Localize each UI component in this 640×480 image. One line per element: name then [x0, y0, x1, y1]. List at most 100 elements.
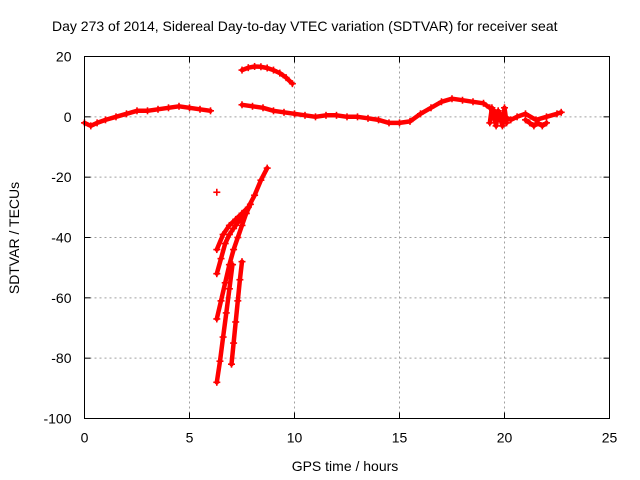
data-point: [543, 119, 550, 127]
series-arc-upper: [238, 62, 296, 88]
data-point: [312, 113, 319, 121]
data-point: [238, 221, 246, 229]
data-point: [522, 110, 529, 118]
x-tick-label: 20: [497, 430, 513, 446]
data-point: [282, 74, 290, 82]
data-point: [238, 101, 246, 109]
data-point: [216, 357, 224, 365]
data-point: [186, 104, 193, 112]
data-point: [333, 111, 340, 119]
data-point: [259, 104, 267, 112]
y-tick-label: -100: [43, 411, 71, 427]
data-point: [165, 104, 172, 112]
series-band-a: [213, 164, 271, 254]
series-baseline-track-1: [81, 102, 214, 130]
data-point: [301, 111, 309, 119]
data-point: [538, 122, 546, 130]
data-point: [225, 221, 233, 229]
data-point: [112, 113, 120, 121]
data-point: [263, 64, 271, 72]
data-point: [257, 63, 265, 71]
data-point: [196, 105, 204, 113]
data-point: [123, 110, 130, 118]
data-point: [213, 315, 221, 323]
data-point: [234, 234, 242, 241]
data-point: [364, 114, 372, 122]
series-dips-19-20h: [486, 104, 511, 130]
data-point: [228, 360, 235, 368]
data-point: [507, 116, 515, 124]
chart-title: Day 273 of 2014, Sidereal Day-to-day VTE…: [52, 18, 558, 34]
data-series: [81, 62, 565, 386]
data-point: [438, 98, 445, 106]
data-point: [543, 113, 550, 121]
y-tick-label: -40: [51, 230, 71, 246]
data-point: [280, 108, 288, 116]
series-band-d: [213, 261, 237, 386]
axes: 20 0 -20 -40 -60 -80 -100 0 5 10 15 20 25: [43, 49, 617, 446]
data-point: [217, 255, 225, 263]
data-point: [242, 209, 250, 217]
data-point: [469, 98, 477, 106]
data-point: [93, 119, 101, 127]
y-tick-label: 0: [64, 109, 72, 125]
series-dips-21-22h: [522, 116, 550, 130]
data-point: [276, 69, 284, 77]
data-point: [219, 333, 227, 341]
y-axis-label: SDTVAR / TECUs: [6, 182, 22, 294]
y-tick-label: -60: [51, 290, 71, 306]
x-tick-label: 0: [81, 430, 89, 446]
data-point: [221, 240, 229, 248]
data-point: [230, 224, 238, 232]
data-point: [102, 116, 109, 124]
data-point: [553, 110, 561, 118]
y-tick-label: 20: [56, 49, 72, 65]
data-point: [251, 62, 259, 70]
data-point: [217, 297, 225, 305]
data-point: [513, 113, 521, 121]
data-point: [207, 107, 214, 115]
data-point: [219, 230, 227, 238]
data-point: [288, 80, 296, 88]
data-point: [530, 122, 538, 130]
data-point: [229, 261, 237, 269]
data-point: [222, 309, 230, 317]
data-point: [494, 107, 502, 115]
data-point: [221, 279, 229, 287]
data-point: [492, 122, 500, 130]
data-point: [486, 119, 494, 127]
series-outlier: [213, 188, 221, 196]
data-point: [213, 246, 221, 254]
y-tick-label: -80: [51, 350, 71, 366]
series-baseline-track-2: [238, 95, 494, 127]
data-point: [427, 104, 435, 112]
data-point: [448, 95, 456, 103]
data-point: [557, 108, 565, 116]
series-trace: [214, 262, 235, 385]
data-point: [480, 99, 487, 107]
data-point: [230, 246, 238, 254]
data-point: [526, 119, 534, 127]
data-point: [246, 200, 254, 208]
x-axis-label: GPS time / hours: [292, 458, 399, 474]
data-point: [234, 297, 242, 305]
data-point: [257, 176, 265, 184]
data-point: [175, 102, 183, 110]
data-point: [238, 66, 246, 74]
data-point: [244, 64, 252, 72]
series-band-e: [228, 258, 246, 368]
data-point: [459, 96, 466, 104]
data-point: [417, 110, 424, 118]
data-point: [263, 164, 271, 172]
x-tick-label: 10: [287, 430, 303, 446]
data-point: [144, 107, 151, 115]
data-point: [488, 104, 496, 112]
data-point: [87, 122, 95, 130]
data-point: [498, 122, 506, 130]
data-point: [154, 105, 162, 113]
x-tick-label: 15: [392, 430, 408, 446]
data-point: [343, 113, 351, 121]
data-point: [225, 285, 233, 293]
data-point: [270, 66, 277, 74]
